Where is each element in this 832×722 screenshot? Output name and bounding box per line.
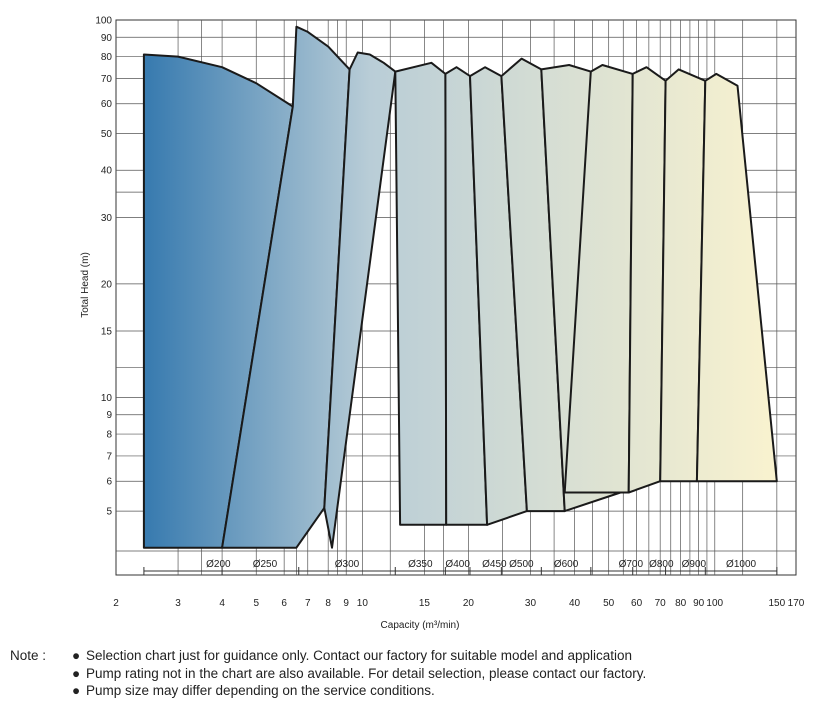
note-item: Note : ● Selection chart just for guidan… [10,647,825,665]
x-tick-label: 9 [343,598,349,609]
pump-area-Ø250 [221,25,351,549]
y-tick-label: 50 [101,129,113,140]
y-axis-ticks: 5 6 7 8 9 10 15 20 30 40 50 60 70 80 90 100 [95,16,112,518]
y-tick-label: 7 [106,451,112,462]
y-tick-label: 6 [106,477,112,488]
note-text: Selection chart just for guidance only. … [86,648,633,663]
note-text: Pump rating not in the chart are also av… [86,665,647,681]
size-label: Ø1000 [726,559,756,570]
pump-area-Ø800 [627,66,667,494]
note-text: Pump size may differ depending on the se… [86,683,435,698]
x-tick-label: 15 [419,598,431,609]
size-label: Ø250 [253,559,278,570]
x-tick-label: 30 [525,598,537,609]
size-label: Ø700 [619,559,644,570]
size-label: Ø900 [682,559,707,570]
x-tick-label: 7 [305,598,311,609]
bullet-icon: ● [72,665,81,681]
size-label: Ø450 [482,559,507,570]
y-axis-title: Total Head (m) [80,252,91,318]
note-item: ● Pump rating not in the chart are also … [10,665,825,683]
x-tick-label: 6 [281,598,287,609]
note-prefix: Note : [10,648,47,663]
y-tick-label: 30 [101,213,113,224]
pump-selection-chart: Ø200 Ø250 Ø300 Ø350 Ø400 Ø450 Ø500 Ø600 Ø700 Ø800… [80,16,805,632]
x-tick-label: 60 [631,598,643,609]
y-tick-label: 80 [101,52,113,63]
pump-area-Ø350 [394,61,448,526]
x-tick-label: 100 [706,598,723,609]
x-tick-label: 80 [675,598,687,609]
x-axis-title: Capacity (m³/min) [381,620,460,631]
y-tick-label: 8 [106,430,112,441]
y-tick-label: 9 [106,410,112,421]
pump-area-Ø450 [469,66,528,526]
x-tick-label: 3 [175,598,181,609]
size-label: Ø500 [509,559,534,570]
pump-area-Ø300 [323,51,397,549]
x-tick-label: 70 [655,598,667,609]
x-tick-label: 90 [693,598,705,609]
notes-section: Note : ● Selection chart just for guidan… [10,647,825,700]
x-tick-label: 150 [768,598,785,609]
x-tick-label: 4 [219,598,225,609]
size-label: Ø400 [445,559,470,570]
x-tick-label: 50 [603,598,615,609]
y-tick-label: 70 [101,74,113,85]
y-tick-label: 10 [101,393,113,404]
x-tick-label: 20 [463,598,475,609]
note-item: ● Pump size may differ depending on the … [10,682,825,700]
pump-area-Ø500 [500,57,566,513]
pump-area-Ø400 [444,66,489,526]
y-tick-label: 5 [106,507,112,518]
size-label: Ø350 [408,559,433,570]
pump-area-Ø900 [659,68,707,483]
x-tick-label: 40 [569,598,581,609]
x-tick-label: 170 [788,598,805,609]
x-tick-label: 10 [357,598,369,609]
size-range-axis: Ø200 Ø250 Ø300 Ø350 Ø400 Ø450 Ø500 Ø600 Ø700 Ø800… [143,559,778,575]
size-label: Ø200 [206,559,231,570]
bullet-icon: ● [72,683,81,698]
pump-area-Ø1000 [695,72,778,483]
y-tick-label: 40 [101,166,113,177]
x-tick-label: 8 [325,598,331,609]
size-label: Ø300 [335,559,360,570]
x-tick-label: 5 [253,598,259,609]
y-tick-label: 90 [101,33,113,44]
x-axis-ticks: 2 3 4 5 6 7 8 9 10 15 20 30 40 50 60 70 80 90 100 150 170 [113,598,805,609]
y-tick-label: 100 [95,16,112,27]
pump-area-Ø700 [563,64,634,494]
bullet-icon: ● [72,648,81,663]
size-label: Ø800 [649,559,674,570]
x-tick-label: 2 [113,598,119,609]
y-tick-label: 15 [101,327,113,338]
size-label: Ø600 [554,559,579,570]
y-tick-label: 20 [101,279,113,290]
y-tick-label: 60 [101,99,113,110]
pump-areas [142,25,778,549]
